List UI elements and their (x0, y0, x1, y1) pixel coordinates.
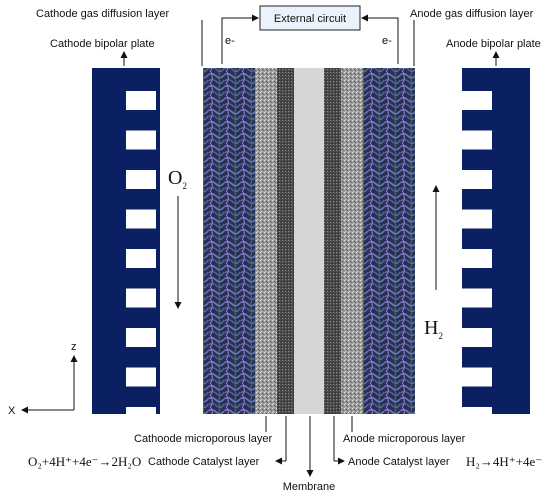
anode-channel (462, 170, 492, 189)
cathode-bipolar-plate (92, 68, 160, 426)
electron-label-right: e- (382, 35, 392, 47)
oxygen-label: O2 (168, 167, 187, 191)
label-anode-bipolar-plate: Anode bipolar plate (446, 38, 541, 50)
anode-channel (462, 407, 492, 426)
cathode-channel (126, 130, 156, 150)
membrane-electrode-assembly (203, 68, 415, 414)
anode-channel (462, 209, 492, 229)
cathode-reaction-equation: O₂+4H⁺+4e⁻→2H₂O (28, 454, 141, 469)
cathode-channel (126, 249, 156, 268)
label-cathode-gdl: Cathode gas diffusion layer (36, 8, 169, 20)
coordinate-axes: z X (8, 341, 78, 417)
external-circuit: External circuit e- e- (221, 5, 399, 64)
cathode-channel (126, 170, 156, 189)
anode-gas-diffusion-layer (363, 68, 415, 414)
cathode-microporous-layer (255, 68, 277, 414)
anode-catalyst-layer (324, 68, 341, 414)
label-cathode-bipolar-plate: Cathode bipolar plate (50, 38, 155, 50)
membrane-layer (294, 68, 324, 414)
anode-channel (462, 288, 492, 308)
label-cathode-catalyst: Cathode Catalyst layer (148, 456, 260, 468)
anode-channel (462, 91, 492, 110)
axis-x-label: X (8, 405, 16, 417)
anode-microporous-layer (341, 68, 363, 414)
hydrogen-label: H2 (424, 317, 443, 341)
cathode-channel (126, 367, 156, 387)
cathode-channel (126, 328, 156, 347)
anode-bipolar-plate (462, 68, 530, 426)
anode-channel (462, 249, 492, 268)
label-cathode-microporous: Cathoode microporous layer (134, 433, 273, 445)
cathode-channel (126, 91, 156, 110)
axis-z-label: z (71, 341, 77, 353)
anode-channel (462, 328, 492, 347)
label-anode-catalyst: Anode Catalyst layer (348, 456, 450, 468)
anode-reaction-equation: H₂→4H⁺+4e⁻ (466, 454, 542, 469)
cathode-gas-diffusion-layer (203, 68, 255, 414)
cathode-catalyst-layer (277, 68, 294, 414)
anode-channel (462, 130, 492, 150)
cathode-channel (126, 407, 156, 426)
cathode-channel (126, 209, 156, 229)
anode-channel (462, 367, 492, 387)
label-membrane: Membrane (283, 481, 336, 493)
cathode-channel (126, 288, 156, 308)
electron-label-left: e- (225, 35, 235, 47)
external-circuit-label: External circuit (274, 13, 346, 25)
label-anode-gdl: Anode gas diffusion layer (410, 8, 534, 20)
label-anode-microporous: Anode microporous layer (343, 433, 466, 445)
